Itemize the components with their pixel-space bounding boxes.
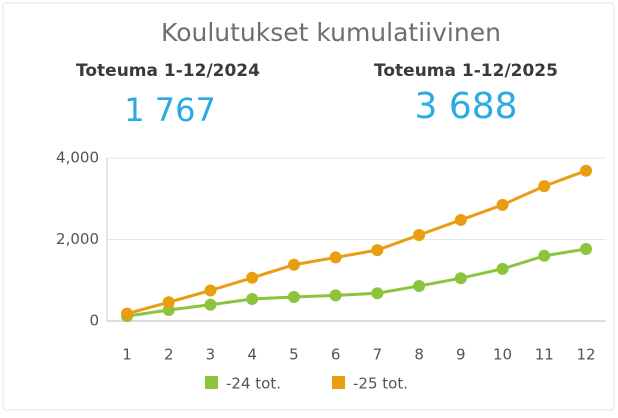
legend-swatch [332,376,345,389]
kpi-value: 1 767 [124,91,216,129]
data-point [204,284,217,297]
series-line [126,247,587,318]
data-point [371,244,384,257]
legend-label: -25 tot. [353,375,408,393]
data-point [246,271,259,284]
data-point [287,290,300,303]
y-tick-label: 0 [89,312,99,330]
x-tick-label: 12 [576,346,595,364]
x-tick-label: 1 [122,346,132,364]
data-point [371,287,384,300]
data-point [246,292,259,305]
data-point [329,289,342,302]
y-tick-label: 4,000 [56,149,99,167]
legend-swatch [205,376,218,389]
card [2,2,615,411]
x-tick-label: 3 [206,346,216,364]
legend-label: -24 tot. [226,375,281,393]
data-point [580,164,592,177]
kpi-label: Toteuma 1-12/2024 [76,61,260,81]
kpi-label: Toteuma 1-12/2025 [374,61,558,81]
data-point [287,258,300,271]
x-tick-label: 11 [535,346,554,364]
data-point [204,298,217,311]
chart-title: Koulutukset kumulatiivinen [161,18,501,47]
data-point [162,296,175,309]
data-point [454,213,467,226]
x-tick-label: 2 [164,346,174,364]
data-point [413,229,426,242]
series-line [126,169,587,316]
kpi-value: 3 688 [414,86,517,127]
x-tick-label: 7 [373,346,383,364]
x-tick-label: 5 [289,346,299,364]
data-point [496,198,509,211]
data-point [329,251,342,264]
x-tick-label: 6 [331,346,341,364]
data-point [454,272,467,285]
x-tick-label: 4 [247,346,257,364]
data-point [121,307,133,320]
x-tick-label: 10 [493,346,512,364]
data-point [580,242,592,255]
x-tick-label: 8 [414,346,424,364]
data-point [496,262,509,275]
data-point [538,249,551,262]
data-point [538,180,551,193]
x-tick-label: 9 [456,346,466,364]
data-point [413,279,426,292]
y-tick-label: 2,000 [56,230,99,248]
